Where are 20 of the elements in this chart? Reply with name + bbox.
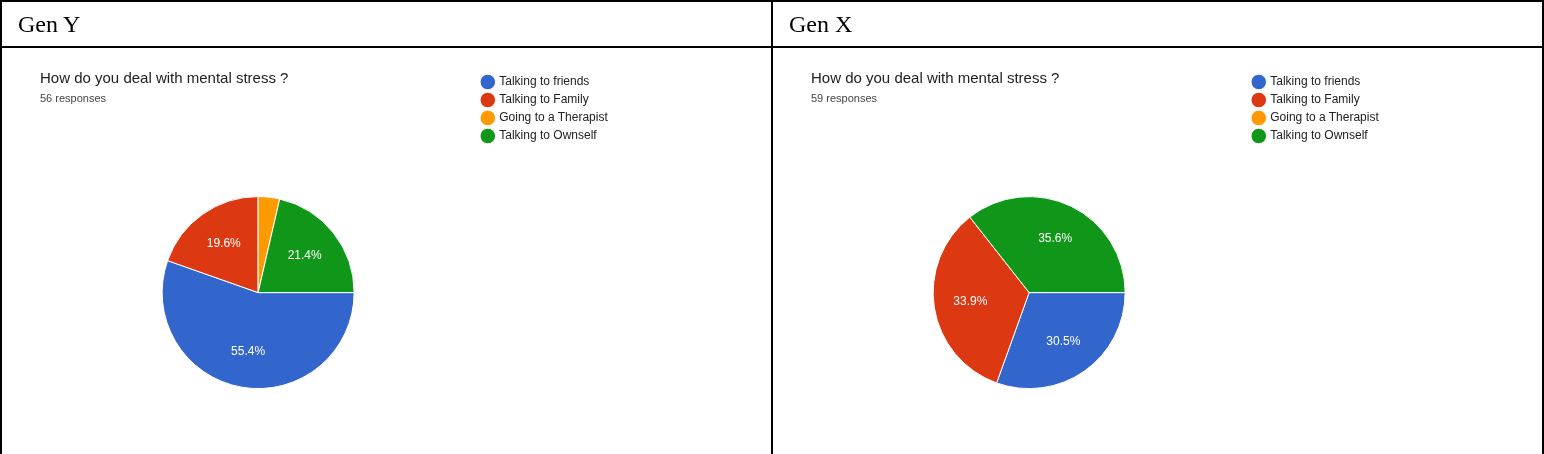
data-label: 21.4% bbox=[287, 247, 323, 262]
text: Gen Y bbox=[18, 10, 81, 38]
data-label: 19.6% bbox=[206, 236, 242, 251]
chart-title: How do you deal with mental stress ? bbox=[811, 69, 1060, 87]
legend-label: Talking to friends bbox=[499, 74, 590, 89]
chart-title: How do you deal with mental stress ? bbox=[40, 69, 289, 87]
text: 56 responses bbox=[40, 91, 107, 104]
legend-label: Talking to Ownself bbox=[1270, 128, 1369, 143]
legend-label: Going to a Therapist bbox=[1270, 110, 1380, 125]
data-label: 35.6% bbox=[1038, 231, 1073, 246]
text: 59 responses bbox=[811, 91, 878, 104]
legend-label: Going to a Therapist bbox=[499, 110, 609, 125]
legend-label: Talking to Family bbox=[1270, 92, 1360, 107]
data-label: 33.9% bbox=[953, 294, 988, 309]
legend-label: Talking to Family bbox=[499, 92, 589, 107]
data-label: 30.5% bbox=[1046, 333, 1081, 348]
data-label: 55.4% bbox=[231, 343, 266, 358]
legend-label: Talking to Ownself bbox=[499, 128, 598, 143]
legend-label: Talking to friends bbox=[1270, 74, 1361, 89]
text: Gen X bbox=[789, 10, 853, 38]
